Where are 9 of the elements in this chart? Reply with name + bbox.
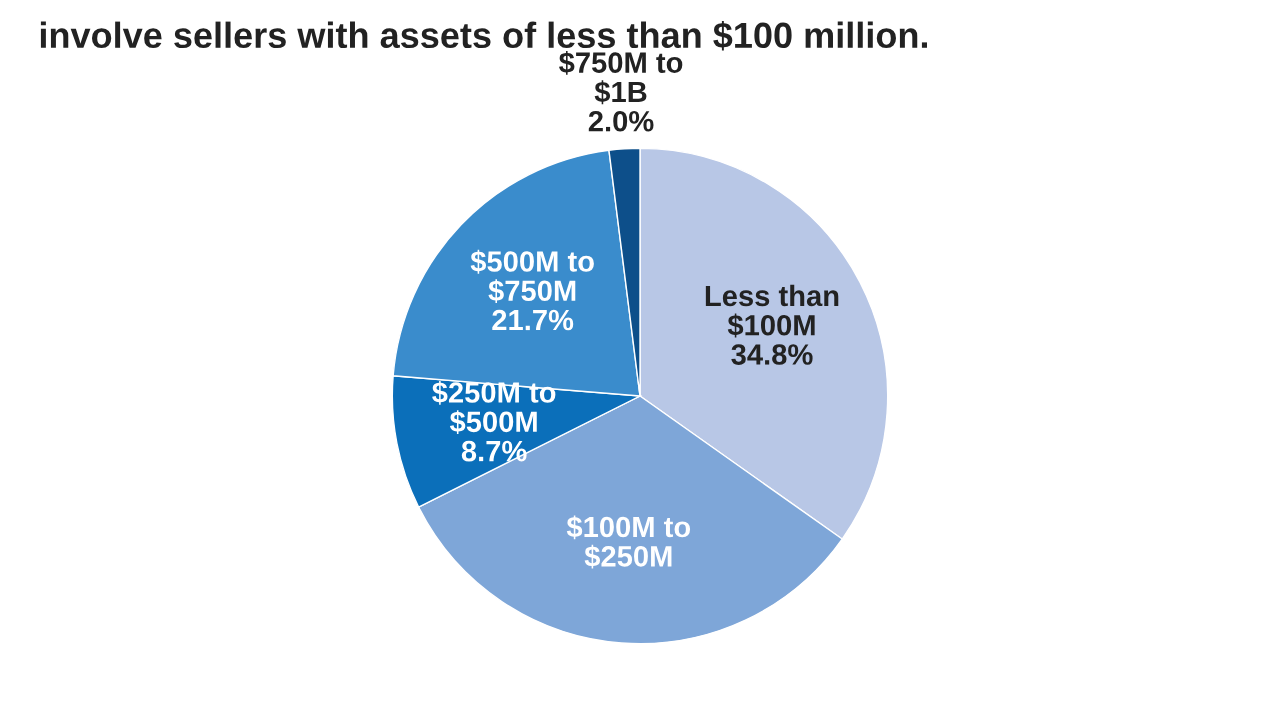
data-label: 2.0% <box>588 110 654 132</box>
slice-label: Less than $100M <box>705 284 839 338</box>
data-label: 8.7% <box>461 440 527 462</box>
data-label: 21.7% <box>492 309 574 331</box>
slice-label: $100M to $250M <box>566 515 691 569</box>
slice-label: $500M to $750M <box>470 249 594 303</box>
slice-label: $750M to $1B <box>559 51 683 105</box>
data-label: 34.8% <box>731 344 813 365</box>
chart-title: involve sellers with assets of less than $100 million. <box>40 20 928 51</box>
